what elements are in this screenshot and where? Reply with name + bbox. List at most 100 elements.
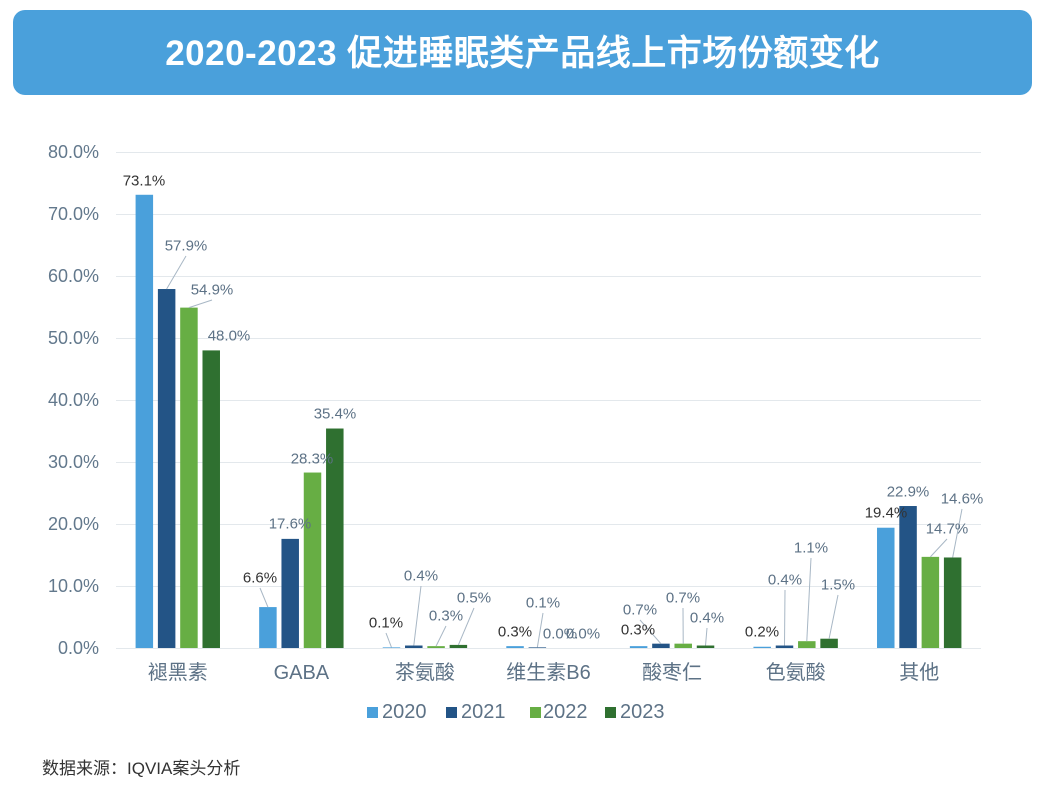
data-label-2022: 0.7% bbox=[666, 590, 700, 607]
legend-item-2023: 2023 bbox=[605, 701, 665, 723]
bar-2022-6 bbox=[921, 556, 940, 648]
leader-line bbox=[536, 612, 544, 648]
data-label-2021: 0.4% bbox=[404, 568, 438, 585]
legend-swatch bbox=[605, 707, 616, 718]
y-tick-label: 30.0% bbox=[48, 452, 99, 472]
data-label-2022: 0.3% bbox=[429, 608, 463, 625]
bar-2023-1 bbox=[326, 428, 344, 648]
bar-2022-4 bbox=[674, 643, 692, 648]
legend-label: 2021 bbox=[461, 701, 506, 723]
leader-line bbox=[413, 585, 422, 646]
data-label-2022: 54.9% bbox=[191, 282, 234, 299]
series-2023 bbox=[202, 350, 962, 648]
data-label-2022: 0.0% bbox=[543, 626, 577, 643]
bar-2020-4 bbox=[629, 646, 648, 648]
y-axis: 0.0% 10.0% 20.0% 30.0% 40.0% 50.0% 60.0% 70.0% 8… bbox=[48, 142, 99, 658]
y-tick-label: 70.0% bbox=[48, 204, 99, 224]
y-tick-label: 20.0% bbox=[48, 514, 99, 534]
leader-line bbox=[457, 607, 475, 646]
data-label-2023: 35.4% bbox=[314, 406, 357, 423]
y-tick-label: 50.0% bbox=[48, 328, 99, 348]
data-label-2020: 19.4% bbox=[865, 505, 908, 522]
x-tick-label: 茶氨酸 bbox=[395, 661, 455, 684]
bar-2021-3 bbox=[528, 647, 547, 648]
leader-line bbox=[166, 255, 187, 290]
data-label-2020: 6.6% bbox=[243, 570, 277, 587]
data-label-2021: 17.6% bbox=[269, 516, 312, 533]
bar-2023-0 bbox=[202, 350, 220, 648]
bar-2021-0 bbox=[157, 289, 176, 648]
data-label-2023: 48.0% bbox=[208, 328, 251, 345]
bar-2020-5 bbox=[753, 646, 771, 648]
leader-line bbox=[385, 632, 392, 648]
legend-swatch bbox=[530, 707, 541, 718]
legend-item-2022: 2022 bbox=[530, 701, 588, 723]
legend-swatch bbox=[446, 707, 457, 718]
leader-line bbox=[705, 627, 708, 646]
data-label-2020: 0.3% bbox=[498, 624, 532, 641]
bar-2023-2 bbox=[449, 644, 468, 648]
leader-line bbox=[639, 619, 662, 644]
y-tick-label: 0.0% bbox=[58, 638, 99, 658]
y-tick-label: 60.0% bbox=[48, 266, 99, 286]
bar-2023-4 bbox=[696, 645, 715, 648]
leader-line bbox=[259, 587, 269, 608]
bar-2023-6 bbox=[943, 557, 962, 648]
bar-2022-0 bbox=[180, 307, 198, 648]
data-label-2021: 57.9% bbox=[165, 238, 208, 255]
bar-2020-3 bbox=[506, 646, 524, 648]
leader-line bbox=[952, 508, 963, 558]
series-2020 bbox=[135, 194, 895, 648]
data-source-note: 数据来源：IQVIA案头分析 bbox=[42, 759, 241, 778]
x-axis: 褪黑素 GABA 茶氨酸 维生素B6 酸枣仁 色氨酸 其他 bbox=[148, 661, 939, 684]
data-label-2021: 0.7% bbox=[623, 602, 657, 619]
data-label-2023: 0.4% bbox=[690, 610, 724, 627]
bar-2022-1 bbox=[303, 472, 322, 648]
x-tick-label: 酸枣仁 bbox=[642, 661, 702, 684]
chart-title: 2020-2023 促进睡眠类产品线上市场份额变化 bbox=[165, 34, 880, 73]
leader-line bbox=[929, 538, 948, 558]
data-label-2022: 14.7% bbox=[926, 521, 969, 538]
x-tick-label: GABA bbox=[274, 662, 330, 684]
legend-swatch bbox=[367, 707, 378, 718]
data-label-2020: 0.2% bbox=[745, 624, 779, 641]
bar-2020-1 bbox=[259, 607, 277, 648]
data-label-2022: 28.3% bbox=[291, 451, 334, 468]
x-tick-label: 其他 bbox=[899, 661, 939, 684]
leader-line bbox=[828, 594, 839, 639]
leader-lines bbox=[166, 255, 963, 648]
data-label-2023: 14.6% bbox=[941, 491, 984, 508]
leader-line bbox=[188, 299, 213, 309]
leader-line bbox=[435, 625, 447, 647]
bar-2022-2 bbox=[427, 646, 445, 648]
gridlines bbox=[116, 152, 981, 649]
series-2021 bbox=[157, 289, 917, 648]
data-label-2023: 0.0% bbox=[566, 626, 600, 643]
bar-2022-5 bbox=[798, 641, 816, 648]
data-label-2020: 0.3% bbox=[621, 622, 655, 639]
data-label-2023: 0.5% bbox=[457, 590, 491, 607]
leader-line bbox=[806, 557, 812, 642]
data-label-2022: 1.1% bbox=[794, 540, 828, 557]
y-tick-label: 40.0% bbox=[48, 390, 99, 410]
y-tick-label: 80.0% bbox=[48, 142, 99, 162]
bar-2020-0 bbox=[135, 194, 154, 648]
data-label-2023: 1.5% bbox=[821, 577, 855, 594]
legend-label: 2020 bbox=[382, 701, 427, 723]
bar-2021-4 bbox=[652, 643, 670, 648]
series-2022 bbox=[180, 307, 940, 648]
data-label-2020: 73.1% bbox=[123, 173, 166, 190]
bar-2023-5 bbox=[820, 638, 838, 648]
leader-line bbox=[783, 589, 786, 646]
bar-2020-2 bbox=[382, 647, 401, 648]
bar-2021-2 bbox=[405, 645, 423, 648]
legend-item-2020: 2020 bbox=[367, 701, 427, 723]
bar-2021-1 bbox=[281, 538, 299, 648]
legend-item-2021: 2021 bbox=[446, 701, 506, 723]
data-label-2021: 0.4% bbox=[768, 572, 802, 589]
title-banner: 2020-2023 促进睡眠类产品线上市场份额变化 bbox=[13, 10, 1032, 95]
legend: 2020 2021 2022 2023 bbox=[367, 701, 665, 723]
x-tick-label: 维生素B6 bbox=[506, 661, 590, 684]
data-labels: 73.1% 6.6% 0.1% 0.3% 0.3% 0.2% 19.4% 57.9% 17.6%… bbox=[123, 173, 984, 643]
